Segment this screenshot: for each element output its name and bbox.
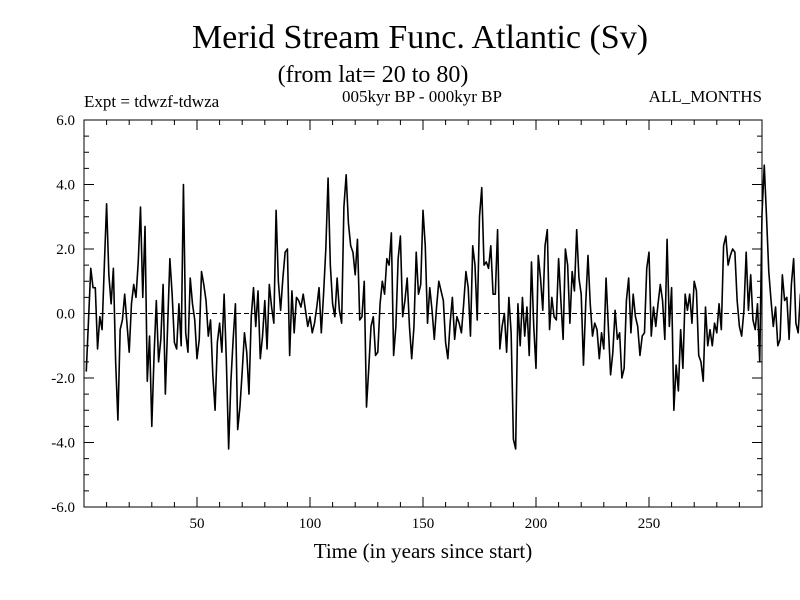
y-tick-label: -4.0 [51, 436, 75, 452]
chart-subtitle: (from lat= 20 to 80) [278, 62, 469, 88]
period-label: 005kyr BP - 000kyr BP [342, 87, 502, 106]
y-tick-label: -2.0 [51, 371, 75, 387]
season-label: ALL_MONTHS [649, 87, 762, 106]
series-line-0 [85, 164, 800, 450]
y-tick-label: -6.0 [51, 500, 75, 516]
y-tick-label: 4.0 [56, 178, 75, 194]
x-tick-label: 100 [299, 516, 322, 532]
x-tick-label: 250 [638, 516, 661, 532]
y-tick-label: 6.0 [56, 113, 75, 129]
x-axis-label: Time (in years since start) [314, 539, 533, 563]
x-tick-label: 150 [412, 516, 435, 532]
experiment-label: Expt = tdwzf-tdwza [84, 92, 220, 111]
x-tick-label: 50 [190, 516, 205, 532]
y-tick-label: 0.0 [56, 307, 75, 323]
chart-title: Merid Stream Func. Atlantic (Sv) [192, 19, 648, 56]
x-tick-label: 200 [525, 516, 548, 532]
y-tick-label: 2.0 [56, 242, 75, 258]
plot-area: 50 100 150 200 250 -6.0 -4.0 -2.0 0.0 2.0 4.0 6.0 [51, 113, 800, 532]
